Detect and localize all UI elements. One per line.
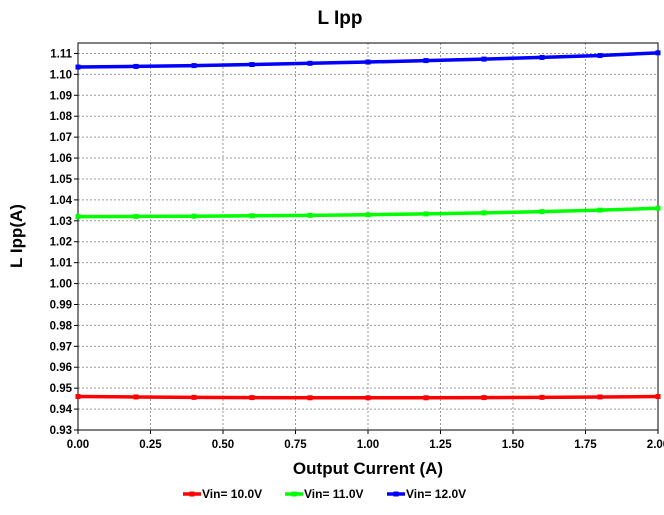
x-tick-label: 0.00: [67, 439, 89, 451]
y-tick-label: 1.05: [50, 174, 73, 186]
series-point: [249, 395, 255, 401]
series-group: [75, 50, 661, 401]
y-tick-label: 0.95: [50, 383, 73, 395]
series-point: [423, 211, 429, 217]
y-tick-label: 1.01: [50, 258, 73, 270]
x-tick-label: 0.25: [139, 439, 162, 451]
series-point: [75, 394, 81, 400]
y-tick-label: 1.10: [50, 69, 72, 81]
series-point: [423, 58, 429, 64]
series-point: [307, 395, 313, 401]
legend-marker-3: [393, 491, 399, 497]
series-point: [481, 56, 487, 62]
series-point: [249, 213, 255, 219]
y-tick-label: 1.02: [50, 237, 72, 249]
series-point: [75, 214, 81, 220]
legend-label-2: Vin= 11.0V: [304, 487, 364, 501]
series-point: [481, 210, 487, 216]
series-point: [133, 213, 139, 219]
y-tick-label: 0.93: [50, 425, 72, 437]
series-point: [365, 212, 371, 218]
y-tick-label: 0.97: [50, 341, 72, 353]
series-point: [655, 394, 661, 400]
legend-marker-2: [291, 491, 297, 497]
series-point: [365, 59, 371, 65]
series-point: [191, 63, 197, 69]
y-tick-label: 0.98: [50, 320, 73, 332]
series-point: [481, 395, 487, 401]
x-tick-label: 1.25: [429, 439, 452, 451]
series-point: [307, 212, 313, 218]
x-tick-label: 1.00: [357, 439, 379, 451]
series-point: [597, 207, 603, 213]
legend: Vin= 10.0V Vin= 11.0V Vin= 12.0V: [183, 487, 466, 501]
series-point: [249, 62, 255, 68]
series-point: [75, 64, 81, 70]
x-tick-label: 1.50: [502, 439, 524, 451]
legend-label-3: Vin= 12.0V: [406, 487, 466, 501]
series-point: [191, 394, 197, 400]
grid: [78, 43, 658, 430]
y-tick-label: 1.07: [50, 132, 72, 144]
series-point: [365, 395, 371, 401]
x-tick-label: 0.75: [284, 439, 307, 451]
y-tick-label: 1.08: [50, 111, 73, 123]
y-tick-label: 1.00: [50, 279, 72, 291]
series-point: [191, 213, 197, 219]
y-tick-label: 0.96: [50, 362, 72, 374]
series-point: [539, 54, 545, 60]
series-point: [133, 63, 139, 69]
x-tick-label: 0.50: [212, 439, 234, 451]
y-tick-label: 1.03: [50, 216, 72, 228]
y-tick-label: 0.94: [50, 404, 73, 416]
series-point: [655, 50, 661, 56]
y-tick-label: 1.04: [50, 195, 73, 207]
series-point: [133, 394, 139, 400]
series-point: [539, 209, 545, 215]
x-axis-ticks: 0.00 0.25 0.50 0.75 1.00 1.25 1.50 1.75 2.00: [67, 430, 664, 451]
series-point: [539, 394, 545, 400]
y-tick-label: 0.99: [50, 299, 72, 311]
series-point: [655, 205, 661, 211]
x-tick-label: 2.00: [647, 439, 664, 451]
legend-marker-1: [189, 491, 195, 497]
y-tick-label: 1.11: [50, 48, 72, 60]
x-tick-label: 1.75: [574, 439, 597, 451]
series-point: [307, 60, 313, 66]
series-point: [423, 395, 429, 401]
y-axis-ticks: 0.93 0.94 0.95 0.96 0.97 0.98 0.99 1.00 1.01 1.02…: [50, 48, 78, 437]
chart-title: L Ipp: [317, 8, 362, 29]
y-tick-label: 1.06: [50, 153, 72, 165]
y-tick-label: 1.09: [50, 90, 72, 102]
series-point: [597, 53, 603, 59]
y-axis-label: L Ipp(A): [7, 204, 26, 268]
x-axis-label: Output Current (A): [293, 459, 443, 478]
legend-label-1: Vin= 10.0V: [202, 487, 262, 501]
series-point: [597, 394, 603, 400]
